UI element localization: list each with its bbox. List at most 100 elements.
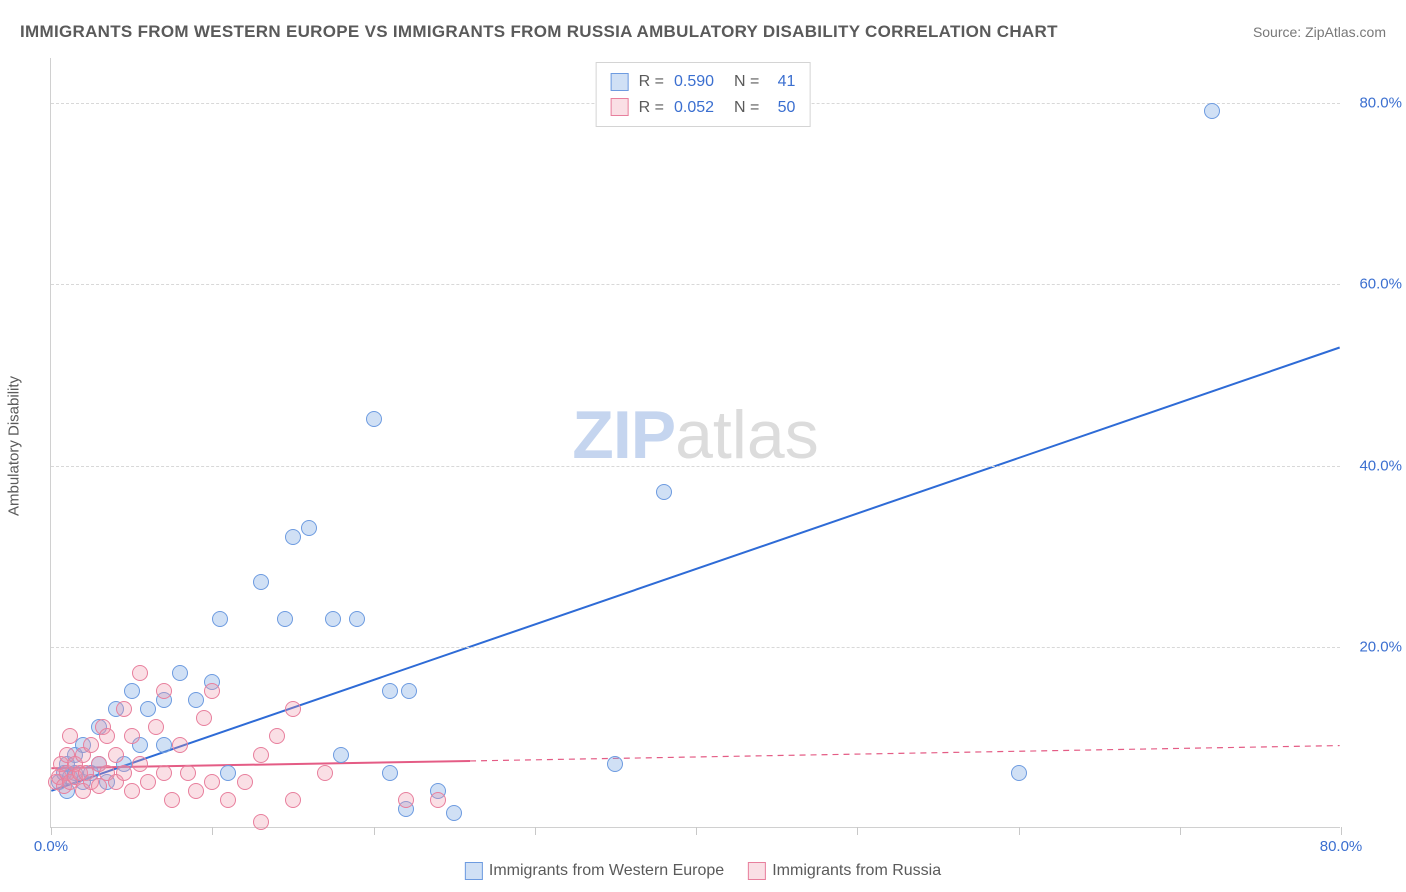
data-point (285, 701, 301, 717)
data-point (349, 611, 365, 627)
y-tick-label: 40.0% (1359, 457, 1402, 474)
data-point (253, 574, 269, 590)
legend-n-label: N = (734, 95, 759, 121)
data-point (607, 756, 623, 772)
data-point (140, 774, 156, 790)
x-tick (1180, 827, 1181, 835)
x-tick (857, 827, 858, 835)
gridline (51, 284, 1340, 285)
x-tick-label: 80.0% (1320, 838, 1363, 855)
data-point (124, 728, 140, 744)
data-point (132, 756, 148, 772)
data-point (1204, 103, 1220, 119)
data-point (91, 778, 107, 794)
legend-r-value: 0.590 (674, 69, 714, 95)
series-legend: Immigrants from Western Europe Immigrants… (465, 862, 941, 880)
data-point (124, 683, 140, 699)
data-point (116, 765, 132, 781)
legend-stat-row: R = 0.052 N = 50 (611, 95, 796, 121)
data-point (116, 701, 132, 717)
legend-item: Immigrants from Western Europe (465, 862, 724, 880)
data-point (253, 747, 269, 763)
scatter-plot-area: ZIPatlas 20.0%40.0%60.0%80.0%0.0%80.0% (50, 58, 1340, 828)
data-point (446, 805, 462, 821)
trend-line (470, 746, 1340, 761)
data-point (382, 765, 398, 781)
data-point (196, 710, 212, 726)
data-point (398, 792, 414, 808)
data-point (333, 747, 349, 763)
gridline (51, 466, 1340, 467)
gridline (51, 647, 1340, 648)
x-tick (535, 827, 536, 835)
data-point (220, 792, 236, 808)
data-point (212, 611, 228, 627)
source-attribution: Source: ZipAtlas.com (1253, 24, 1386, 40)
data-point (156, 737, 172, 753)
x-tick (374, 827, 375, 835)
data-point (188, 692, 204, 708)
legend-swatch (748, 862, 766, 880)
data-point (172, 737, 188, 753)
data-point (140, 701, 156, 717)
legend-label: Immigrants from Russia (772, 862, 941, 879)
legend-stat-row: R = 0.590 N = 41 (611, 69, 796, 95)
legend-swatch (611, 73, 629, 91)
y-tick-label: 80.0% (1359, 95, 1402, 112)
x-tick (51, 827, 52, 835)
data-point (148, 719, 164, 735)
data-point (1011, 765, 1027, 781)
y-axis-label: Ambulatory Disability (6, 376, 23, 516)
x-tick (212, 827, 213, 835)
legend-swatch (465, 862, 483, 880)
data-point (132, 665, 148, 681)
data-point (204, 774, 220, 790)
x-tick-label: 0.0% (34, 838, 68, 855)
watermark: ZIPatlas (572, 396, 818, 474)
data-point (656, 484, 672, 500)
data-point (277, 611, 293, 627)
legend-swatch (611, 98, 629, 116)
data-point (285, 529, 301, 545)
data-point (253, 814, 269, 830)
data-point (401, 683, 417, 699)
data-point (204, 683, 220, 699)
trend-lines-layer (51, 58, 1340, 827)
data-point (108, 747, 124, 763)
data-point (99, 728, 115, 744)
x-tick (1019, 827, 1020, 835)
trend-line (51, 348, 1339, 791)
data-point (172, 665, 188, 681)
data-point (430, 792, 446, 808)
data-point (237, 774, 253, 790)
y-tick-label: 60.0% (1359, 276, 1402, 293)
x-tick (696, 827, 697, 835)
data-point (156, 765, 172, 781)
data-point (124, 783, 140, 799)
data-point (62, 728, 78, 744)
data-point (83, 737, 99, 753)
legend-item: Immigrants from Russia (748, 862, 941, 880)
data-point (188, 783, 204, 799)
legend-r-label: R = (639, 95, 664, 121)
legend-n-value: 41 (769, 69, 795, 95)
data-point (180, 765, 196, 781)
x-tick (1341, 827, 1342, 835)
data-point (269, 728, 285, 744)
data-point (382, 683, 398, 699)
legend-n-value: 50 (769, 95, 795, 121)
data-point (301, 520, 317, 536)
y-tick-label: 20.0% (1359, 638, 1402, 655)
data-point (164, 792, 180, 808)
data-point (156, 683, 172, 699)
chart-title: IMMIGRANTS FROM WESTERN EUROPE VS IMMIGR… (20, 22, 1058, 42)
data-point (366, 411, 382, 427)
data-point (285, 792, 301, 808)
legend-r-label: R = (639, 69, 664, 95)
legend-n-label: N = (734, 69, 759, 95)
data-point (220, 765, 236, 781)
legend-r-value: 0.052 (674, 95, 714, 121)
legend-label: Immigrants from Western Europe (489, 862, 724, 879)
data-point (325, 611, 341, 627)
correlation-legend: R = 0.590 N = 41 R = 0.052 N = 50 (596, 62, 811, 127)
